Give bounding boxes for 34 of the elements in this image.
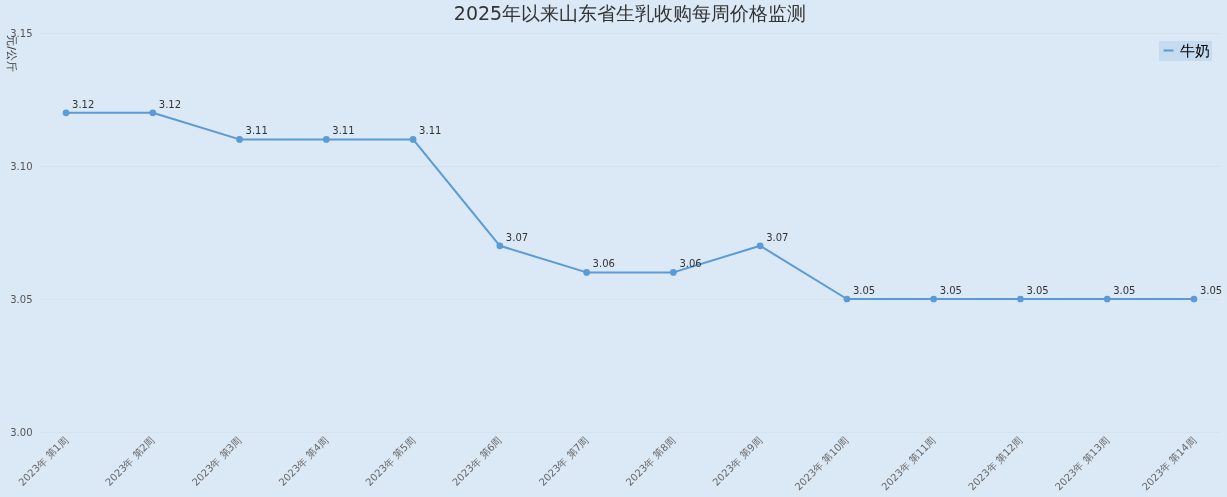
y-axis-title: 元/公斤 [5, 35, 19, 72]
data-label: 3.05 [939, 285, 962, 296]
y-tick-label: 3.10 [10, 160, 33, 172]
point [62, 109, 70, 117]
point [149, 109, 157, 117]
point [670, 269, 677, 276]
data-label: 3.05 [852, 285, 876, 296]
point [1017, 295, 1024, 303]
data-label: 3.06 [679, 258, 702, 270]
y-tick-label: 3.05 [10, 293, 33, 305]
data-label: 3.12 [158, 98, 182, 110]
point [409, 136, 417, 143]
legend-label: 牛奶 [1180, 41, 1210, 60]
data-label: 3.05 [1199, 285, 1223, 296]
point [756, 242, 764, 250]
data-label: 3.11 [332, 125, 355, 137]
point [583, 269, 590, 276]
data-label: 3.06 [592, 258, 615, 270]
chart-title: 2025年以来山东省生乳收购每周价格监测 [453, 2, 807, 24]
point [1103, 295, 1111, 303]
data-label: 3.11 [419, 125, 442, 137]
data-label: 3.05 [1113, 285, 1136, 296]
y-tick-label: 3.00 [10, 426, 33, 438]
data-label: 3.05 [1026, 285, 1049, 296]
data-label: 3.07 [766, 231, 789, 243]
data-label: 3.07 [505, 231, 529, 243]
point [843, 295, 851, 303]
data-label: 3.11 [245, 125, 268, 137]
point [930, 295, 938, 303]
data-label: 3.12 [72, 98, 95, 110]
point [1190, 295, 1198, 303]
point [236, 136, 243, 143]
point [322, 136, 330, 143]
point [496, 242, 504, 250]
